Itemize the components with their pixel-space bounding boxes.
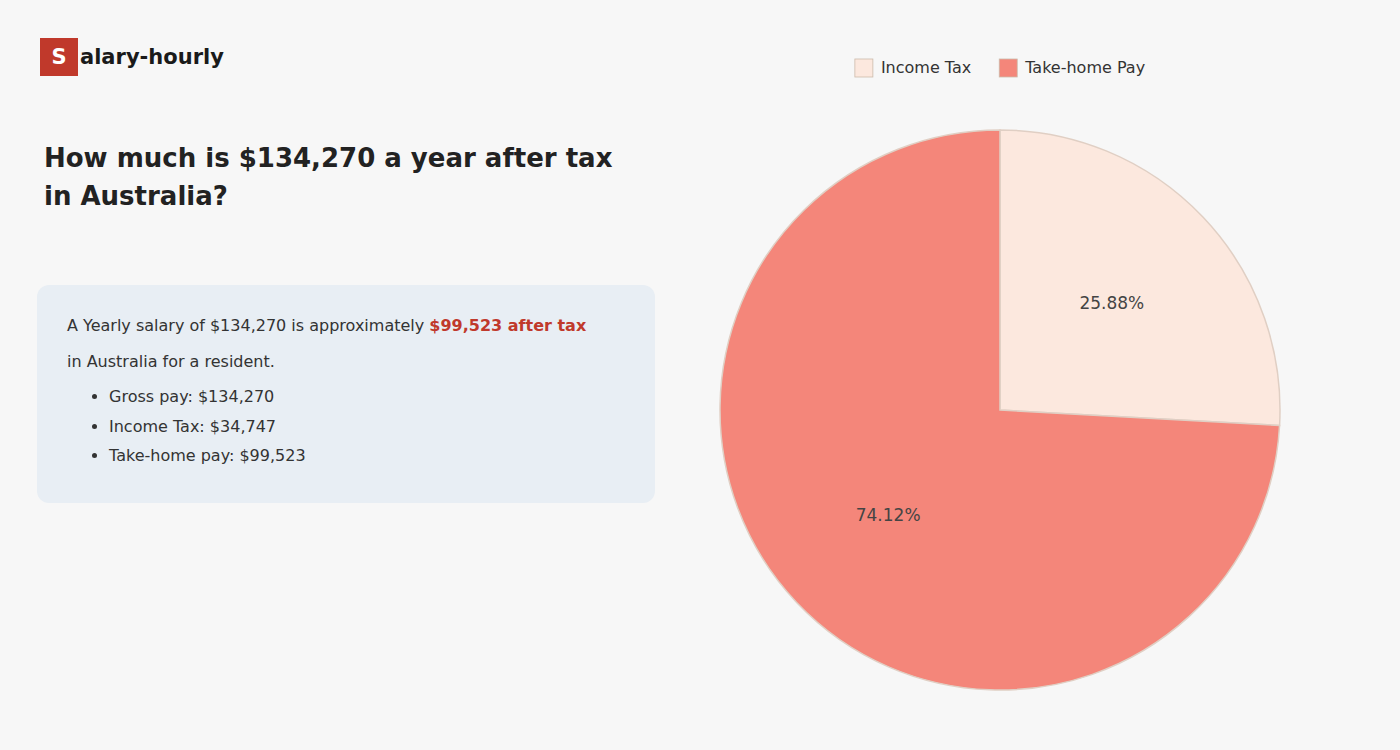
wedges <box>720 130 1280 690</box>
logo-text: alary-hourly <box>80 45 224 69</box>
bullet-item: Gross pay: $134,270 <box>109 384 627 410</box>
title: How much is $134,270 a year after tax in… <box>44 140 644 215</box>
page: {"chart_data": {"type": "pie", "title": … <box>0 0 1400 750</box>
logo: Salary-hourly <box>40 38 224 76</box>
legend-label: Take-home Pay <box>1024 58 1145 77</box>
legend: Income Tax Take-home Pay <box>855 58 1145 78</box>
bullet-list: Gross pay: $134,270 Income Tax: $34,747 Ta… <box>67 384 627 469</box>
text-panel: Salary-hourly How much is $134,270 a yea… <box>0 0 672 750</box>
legend-label: Income Tax <box>881 58 971 77</box>
data-label: 74.12% <box>856 505 921 525</box>
legend-swatch <box>999 59 1017 77</box>
info-box: A Yearly salary of $134,270 is approxima… <box>37 285 655 503</box>
data-label: 25.88% <box>1079 293 1144 313</box>
summary-line: in Australia for a resident. <box>67 349 627 375</box>
legend-swatch <box>855 59 873 77</box>
wedge <box>1000 130 1280 425</box>
wedge <box>720 130 1280 690</box>
summary-highlight: $99,523 after tax <box>429 316 586 335</box>
summary: A Yearly salary of $134,270 is approxima… <box>67 313 627 339</box>
pie-chart: 25.88% 74.12% Income Tax Take-home Pay <box>660 0 1400 750</box>
bullet-item: Take-home pay: $99,523 <box>109 443 627 469</box>
bullet-item: Income Tax: $34,747 <box>109 414 627 440</box>
logo-mark: S <box>40 38 78 76</box>
data-labels: 25.88% 74.12% <box>856 293 1145 525</box>
summary-text: A Yearly salary of $134,270 is approxima… <box>67 316 429 335</box>
